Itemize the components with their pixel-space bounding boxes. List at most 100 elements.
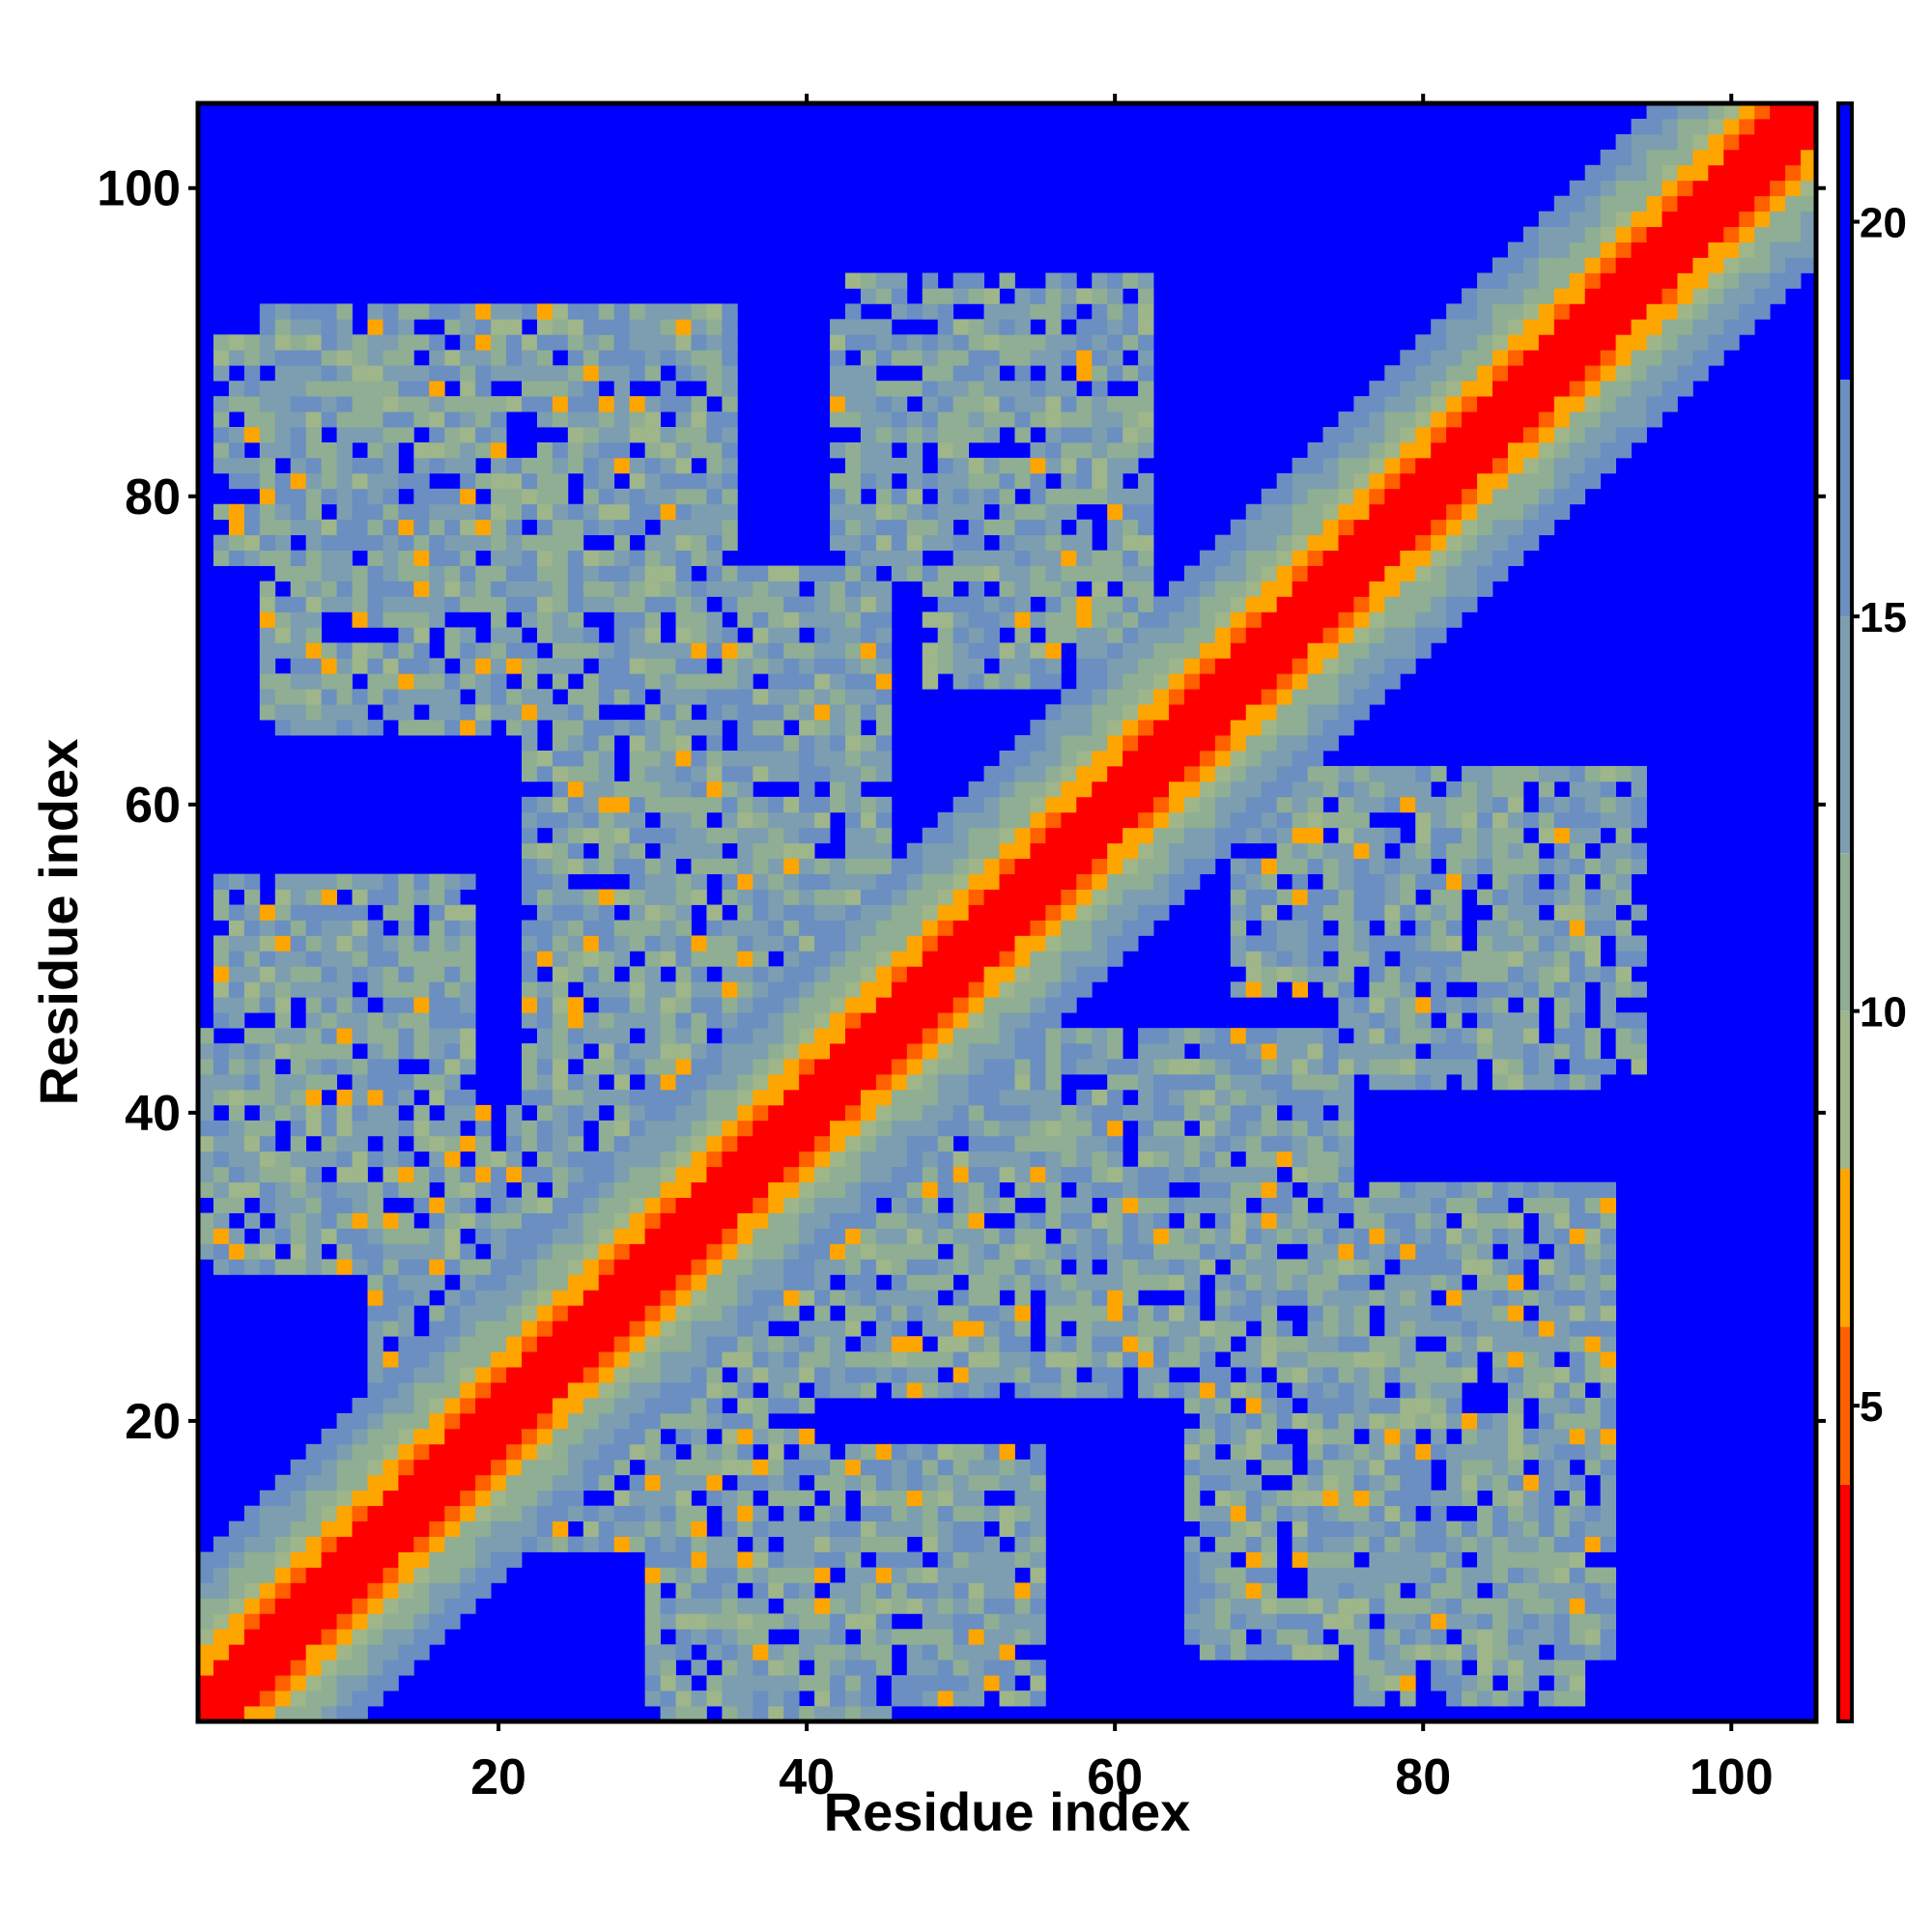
heatmap-cell	[460, 1243, 476, 1260]
heatmap-cell	[1045, 334, 1062, 351]
heatmap-cell	[1076, 1228, 1093, 1244]
heatmap-cell	[582, 889, 600, 905]
heatmap-cell	[1061, 1367, 1077, 1383]
heatmap-cell	[398, 981, 414, 998]
heatmap-cell	[1092, 966, 1108, 982]
heatmap-cell	[506, 658, 523, 674]
heatmap-cell	[1030, 842, 1046, 860]
heatmap-cell	[1322, 1536, 1339, 1552]
heatmap-cell	[922, 1351, 939, 1368]
heatmap-cell	[1230, 1059, 1247, 1075]
heatmap-cell	[1183, 658, 1201, 674]
heatmap-cell	[1292, 1212, 1308, 1229]
heatmap-cell	[398, 1212, 414, 1229]
heatmap-cell	[1245, 1089, 1263, 1106]
heatmap-cell	[567, 781, 584, 798]
heatmap-cell	[860, 1274, 877, 1291]
heatmap-cell	[860, 1151, 877, 1168]
heatmap-cell	[922, 1459, 939, 1476]
heatmap-cell	[1014, 503, 1031, 521]
heatmap-cell	[983, 765, 1000, 782]
heatmap-cell	[243, 1675, 261, 1691]
heatmap-cell	[644, 1274, 661, 1291]
heatmap-cell	[860, 534, 877, 552]
heatmap-cell	[1261, 1228, 1278, 1244]
heatmap-cell	[1322, 1474, 1339, 1492]
heatmap-cell	[1107, 781, 1123, 798]
heatmap-cell	[259, 427, 276, 443]
heatmap-cell	[506, 1305, 523, 1321]
heatmap-cell	[783, 673, 800, 690]
heatmap-cell	[999, 920, 1015, 936]
heatmap-cell	[845, 889, 862, 905]
heatmap-cell	[691, 858, 707, 875]
heatmap-cell	[1169, 827, 1185, 844]
heatmap-cell	[1307, 1120, 1323, 1137]
heatmap-cell	[1030, 720, 1046, 736]
heatmap-cell	[552, 381, 569, 397]
heatmap-cell	[598, 427, 615, 443]
heatmap-cell	[875, 1459, 893, 1476]
heatmap-cell	[1030, 811, 1046, 829]
heatmap-cell	[228, 427, 245, 443]
heatmap-cell	[444, 534, 461, 552]
heatmap-cell	[968, 350, 984, 366]
heatmap-cell	[367, 966, 384, 982]
heatmap-cell	[999, 1551, 1015, 1568]
heatmap-cell	[1045, 966, 1062, 982]
heatmap-cell	[1245, 1567, 1263, 1583]
heatmap-cell	[536, 534, 554, 552]
heatmap-cell	[952, 1321, 970, 1337]
heatmap-cell	[906, 935, 923, 952]
heatmap-cell	[305, 1459, 323, 1476]
heatmap-cell	[1014, 889, 1031, 905]
heatmap-cell	[1061, 1228, 1077, 1244]
heatmap-cell	[691, 1536, 707, 1552]
heatmap-cell	[983, 1243, 1000, 1260]
heatmap-cell	[1261, 534, 1278, 552]
heatmap-cell	[383, 1520, 399, 1537]
heatmap-cell	[1045, 1104, 1062, 1122]
heatmap-cell	[598, 658, 615, 674]
heatmap-cell	[983, 873, 1000, 890]
heatmap-cell	[352, 1212, 368, 1229]
heatmap-cell	[1292, 457, 1308, 474]
heatmap-cell	[644, 1074, 661, 1091]
heatmap-cell	[1153, 611, 1170, 628]
heatmap-cell	[1107, 827, 1123, 844]
heatmap-cell	[274, 534, 292, 552]
heatmap-cell	[891, 981, 908, 998]
heatmap-cell	[567, 1459, 584, 1476]
heatmap-cell	[952, 1505, 970, 1522]
heatmap-cell	[691, 935, 707, 952]
heatmap-cell	[753, 1706, 769, 1722]
heatmap-cell	[1292, 873, 1308, 890]
heatmap-cell	[1014, 288, 1031, 304]
heatmap-cell	[321, 1505, 337, 1522]
heatmap-cell	[336, 1043, 353, 1060]
heatmap-cell	[567, 334, 584, 351]
heatmap-cell	[906, 1259, 923, 1275]
heatmap-cell	[830, 1336, 846, 1352]
heatmap-cell	[1292, 1474, 1308, 1492]
heatmap-cell	[429, 1243, 445, 1260]
heatmap-cell	[567, 735, 584, 752]
heatmap-cell	[706, 303, 723, 320]
heatmap-cell	[1245, 1151, 1263, 1168]
heatmap-cell	[613, 441, 631, 459]
heatmap-cell	[644, 751, 661, 767]
heatmap-cell	[290, 550, 307, 566]
heatmap-cell	[891, 1321, 908, 1337]
heatmap-cell	[875, 1228, 893, 1244]
heatmap-cell	[891, 904, 908, 921]
heatmap-cell	[722, 396, 738, 412]
heatmap-cell	[799, 1428, 815, 1445]
heatmap-cell	[768, 1690, 784, 1707]
heatmap-cell	[429, 1166, 445, 1183]
heatmap-cell	[1245, 550, 1263, 566]
heatmap-cell	[1276, 550, 1293, 566]
heatmap-cell	[321, 1259, 337, 1275]
heatmap-cell	[1061, 689, 1077, 705]
heatmap-cell	[567, 1012, 584, 1029]
heatmap-cell	[259, 1089, 276, 1106]
